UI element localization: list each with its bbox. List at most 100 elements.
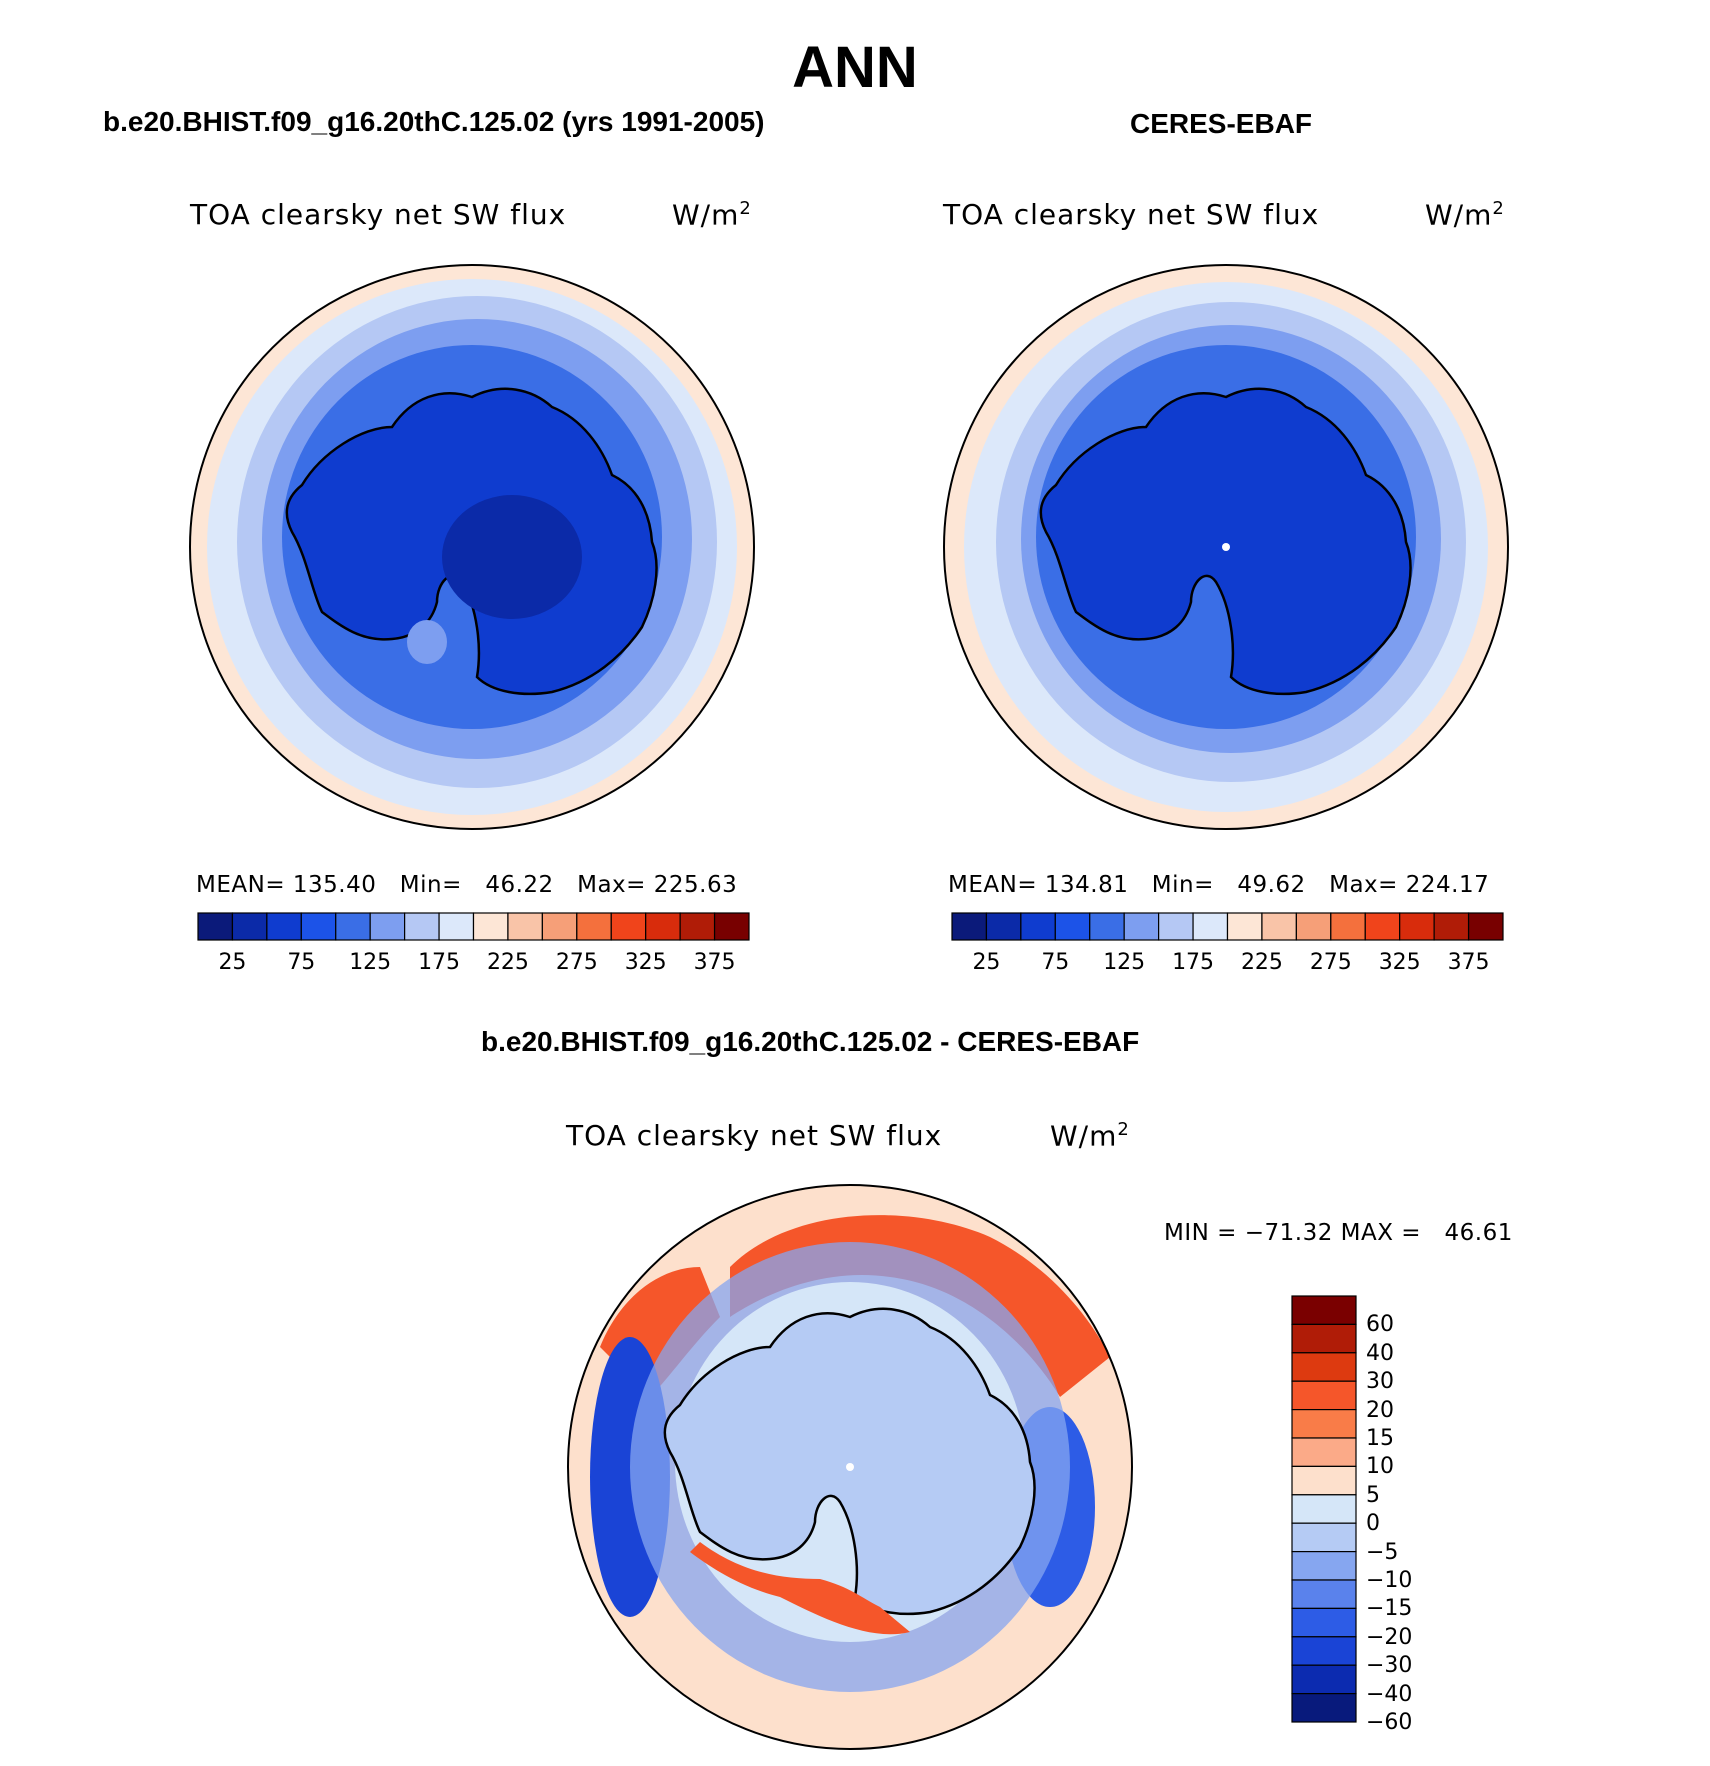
colorbar-swatch (1291, 1465, 1357, 1496)
colorbar-swatch (713, 912, 750, 941)
colorbar-tick-label: 5 (1366, 1482, 1380, 1508)
panel2-variable-label: TOA clearsky net SW flux (943, 198, 1320, 231)
panel3-stats: MIN = −71.32 MAX = 46.61 (1164, 1220, 1513, 1246)
colorbar-swatch (1192, 912, 1229, 941)
colorbar-swatch (1291, 1550, 1357, 1581)
colorbar-swatch (404, 912, 440, 941)
colorbar-swatch (1020, 912, 1056, 941)
colorbar-tick-label: 225 (486, 950, 529, 975)
colorbar-swatch (1291, 1408, 1357, 1439)
colorbar-swatch (1261, 912, 1297, 941)
panel3-units-label: W/m2 (1050, 1119, 1130, 1153)
panel-diff-title: b.e20.BHIST.f09_g16.20thC.125.02 - CERES… (481, 1026, 1140, 1057)
colorbar-swatch (507, 912, 543, 941)
panel3-variable-label: TOA clearsky net SW flux (566, 1119, 943, 1152)
colorbar-swatch (1295, 912, 1332, 941)
colorbar-tick-label: 75 (1041, 950, 1070, 975)
panel2-colorbar (951, 912, 1504, 941)
colorbar-tick-label: 275 (1309, 950, 1352, 975)
colorbar-swatch (1291, 1664, 1357, 1695)
colorbar-tick-label: 125 (1103, 950, 1146, 975)
colorbar-tick-label: 175 (418, 950, 461, 975)
colorbar-tick-label: 175 (1172, 950, 1215, 975)
colorbar-swatch (1123, 912, 1160, 941)
colorbar-swatch (610, 912, 647, 941)
colorbar-swatch (985, 912, 1022, 941)
colorbar-tick-label: 375 (1447, 950, 1490, 975)
colorbar-swatch (1364, 912, 1401, 941)
colorbar-swatch (1330, 912, 1366, 941)
colorbar-tick-label: 0 (1366, 1511, 1380, 1537)
colorbar-swatch (1291, 1323, 1357, 1354)
colorbar-tick-label: −15 (1366, 1596, 1413, 1622)
colorbar-swatch (1291, 1579, 1357, 1609)
colorbar-swatch (1291, 1352, 1357, 1382)
colorbar-tick-label: −40 (1366, 1681, 1413, 1707)
colorbar-swatch (1158, 912, 1194, 941)
panel2-units-label: W/m2 (1425, 198, 1505, 232)
colorbar-swatch (1291, 1295, 1357, 1325)
colorbar-swatch (1054, 912, 1091, 941)
colorbar-tick-label: −5 (1366, 1539, 1399, 1565)
colorbar-swatch (1226, 912, 1263, 941)
colorbar-swatch (1089, 912, 1125, 941)
colorbar-swatch (679, 912, 716, 941)
colorbar-tick-label: 25 (972, 950, 1001, 975)
colorbar-tick-label: 15 (1366, 1426, 1394, 1451)
colorbar-swatch (951, 912, 988, 941)
panel2-map (944, 265, 1508, 829)
colorbar-tick-label: −30 (1366, 1653, 1413, 1679)
colorbar-tick-label: 40 (1366, 1340, 1394, 1366)
colorbar-swatch (576, 912, 612, 941)
colorbar-swatch (1291, 1437, 1357, 1467)
colorbar-tick-label: 375 (693, 950, 736, 975)
colorbar-tick-label: 125 (349, 950, 392, 975)
panel3-map-border (567, 1184, 1133, 1750)
colorbar-tick-label: 25 (218, 950, 247, 975)
colorbar-tick-label: 225 (1240, 950, 1283, 975)
colorbar-swatch (369, 912, 406, 941)
colorbar-tick-label: 20 (1366, 1397, 1394, 1423)
colorbar-swatch (1291, 1522, 1357, 1553)
colorbar-tick-label: −10 (1366, 1568, 1413, 1593)
colorbar-swatch (335, 912, 371, 941)
figure-title: ANN (792, 35, 918, 100)
colorbar-swatch (300, 912, 337, 941)
colorbar-tick-label: 60 (1366, 1312, 1394, 1338)
colorbar-swatch (1433, 912, 1470, 941)
colorbar-tick-label: −60 (1366, 1710, 1413, 1735)
colorbar-swatch (1399, 912, 1435, 941)
colorbar-tick-label: −20 (1366, 1624, 1413, 1650)
panel1-map (190, 265, 754, 829)
panel2-stats: MEAN= 134.81 Min= 49.62 Max= 224.17 (948, 872, 1490, 898)
colorbar-swatch (1291, 1607, 1357, 1638)
colorbar-swatch (1467, 912, 1504, 941)
colorbar-swatch (1291, 1380, 1357, 1411)
colorbar-tick-label: 325 (624, 950, 667, 975)
colorbar-tick-label: 10 (1366, 1454, 1394, 1480)
colorbar-swatch (438, 912, 475, 941)
panel-right-title: CERES-EBAF (1130, 108, 1313, 139)
panel-left-title: b.e20.BHIST.f09_g16.20thC.125.02 (yrs 19… (103, 106, 765, 137)
colorbar-tick-label: 75 (287, 950, 316, 975)
panel3-map (568, 1185, 1132, 1749)
colorbar-swatch (266, 912, 302, 941)
panel1-units-label: W/m2 (672, 198, 752, 232)
colorbar-swatch (197, 912, 234, 941)
panel3-colorbar (1291, 1295, 1357, 1723)
colorbar-swatch (1291, 1636, 1357, 1666)
colorbar-swatch (1291, 1692, 1357, 1723)
colorbar-tick-label: 275 (555, 950, 598, 975)
panel2-map-border (943, 264, 1509, 830)
colorbar-swatch (541, 912, 578, 941)
colorbar-swatch (231, 912, 268, 941)
colorbar-swatch (645, 912, 681, 941)
colorbar-tick-label: 30 (1366, 1369, 1394, 1395)
panel1-stats: MEAN= 135.40 Min= 46.22 Max= 225.63 (196, 872, 738, 898)
colorbar-swatch (472, 912, 509, 941)
colorbar-swatch (1291, 1494, 1357, 1524)
panel1-variable-label: TOA clearsky net SW flux (190, 198, 567, 231)
colorbar-tick-label: 325 (1378, 950, 1421, 975)
panel1-colorbar (197, 912, 750, 941)
